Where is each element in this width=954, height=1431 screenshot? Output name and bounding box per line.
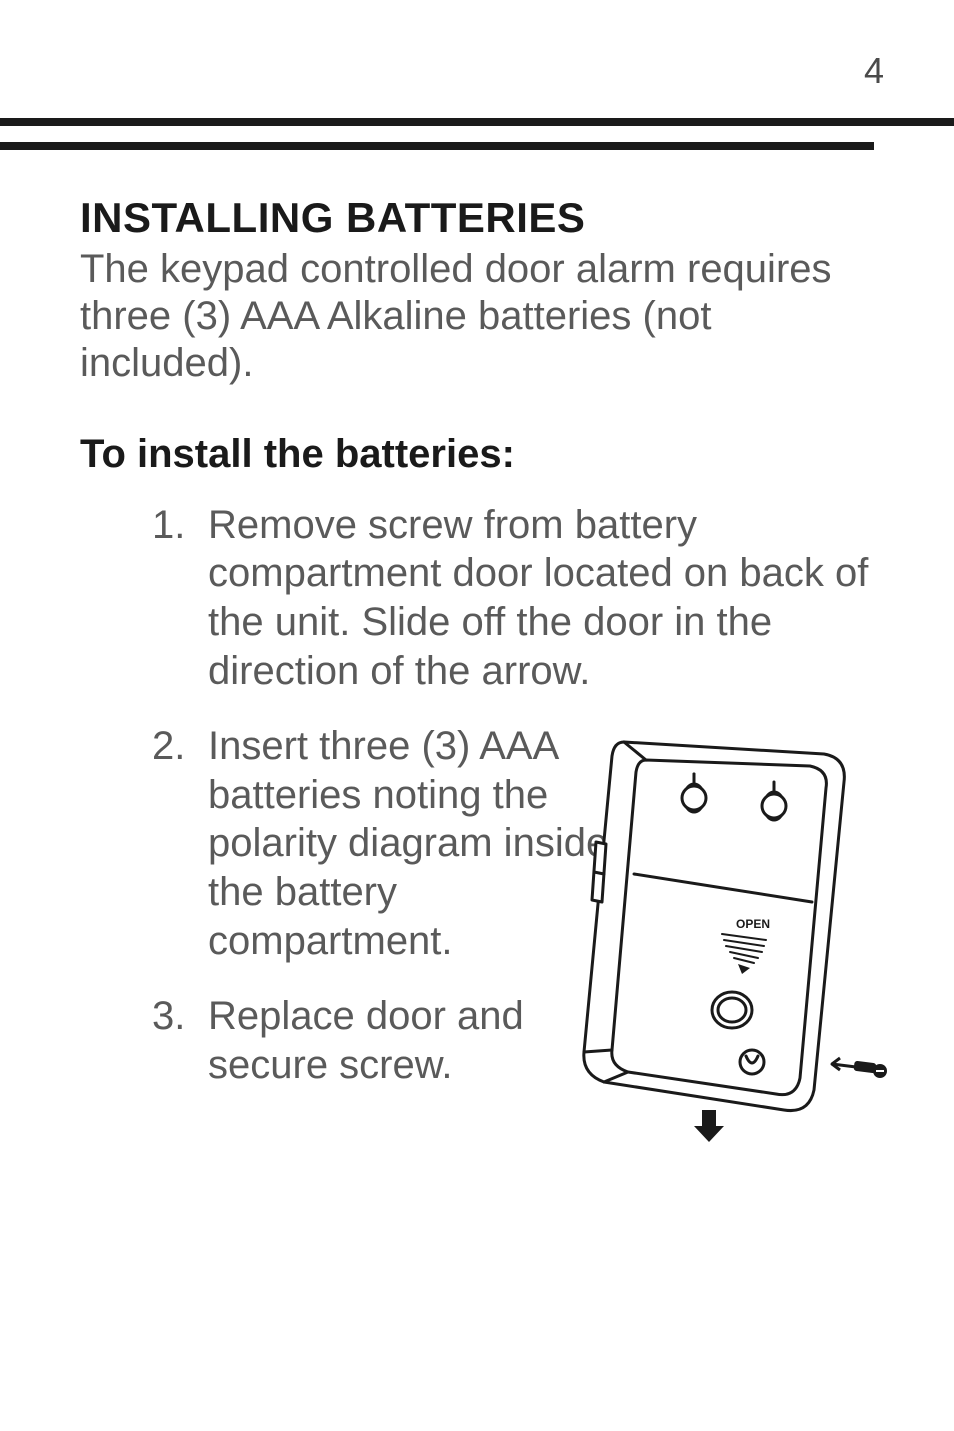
down-arrow-icon (694, 1110, 724, 1142)
subheading: To install the batteries: (80, 432, 884, 477)
device-back-illustration: OPEN (554, 722, 894, 1142)
steps-list: Remove screw from battery compartment do… (80, 501, 884, 696)
step-item: Remove screw from battery compartment do… (152, 501, 884, 696)
page-number: 4 (864, 50, 884, 92)
open-label: OPEN (736, 917, 770, 931)
section-heading: INSTALLING BATTERIES (80, 194, 884, 242)
intro-paragraph: The keypad controlled door alarm require… (80, 246, 884, 388)
page: 4 INSTALLING BATTERIES The keypad contro… (0, 0, 954, 1431)
screw-icon (832, 1058, 887, 1078)
horizontal-rule (0, 118, 954, 126)
step-figure-row: Insert three (3) AAA batteries noting th… (80, 722, 884, 1090)
horizontal-rule (0, 142, 874, 150)
content-area: INSTALLING BATTERIES The keypad controll… (80, 180, 884, 1115)
